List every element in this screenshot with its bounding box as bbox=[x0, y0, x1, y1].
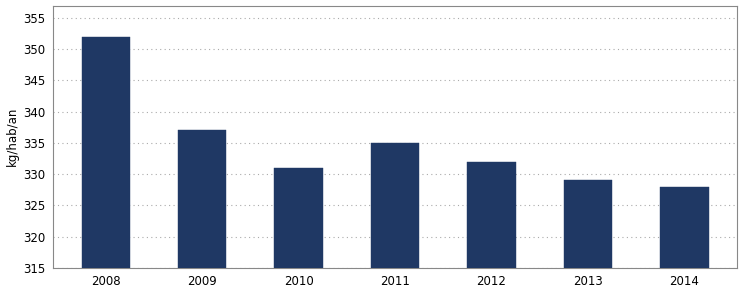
Bar bbox=[371, 143, 419, 268]
Bar bbox=[178, 131, 226, 268]
Y-axis label: kg/hab/an: kg/hab/an bbox=[5, 107, 19, 166]
Bar bbox=[661, 187, 709, 268]
Bar bbox=[564, 181, 612, 268]
Bar bbox=[82, 37, 130, 268]
Bar bbox=[274, 168, 322, 268]
Bar bbox=[467, 162, 516, 268]
